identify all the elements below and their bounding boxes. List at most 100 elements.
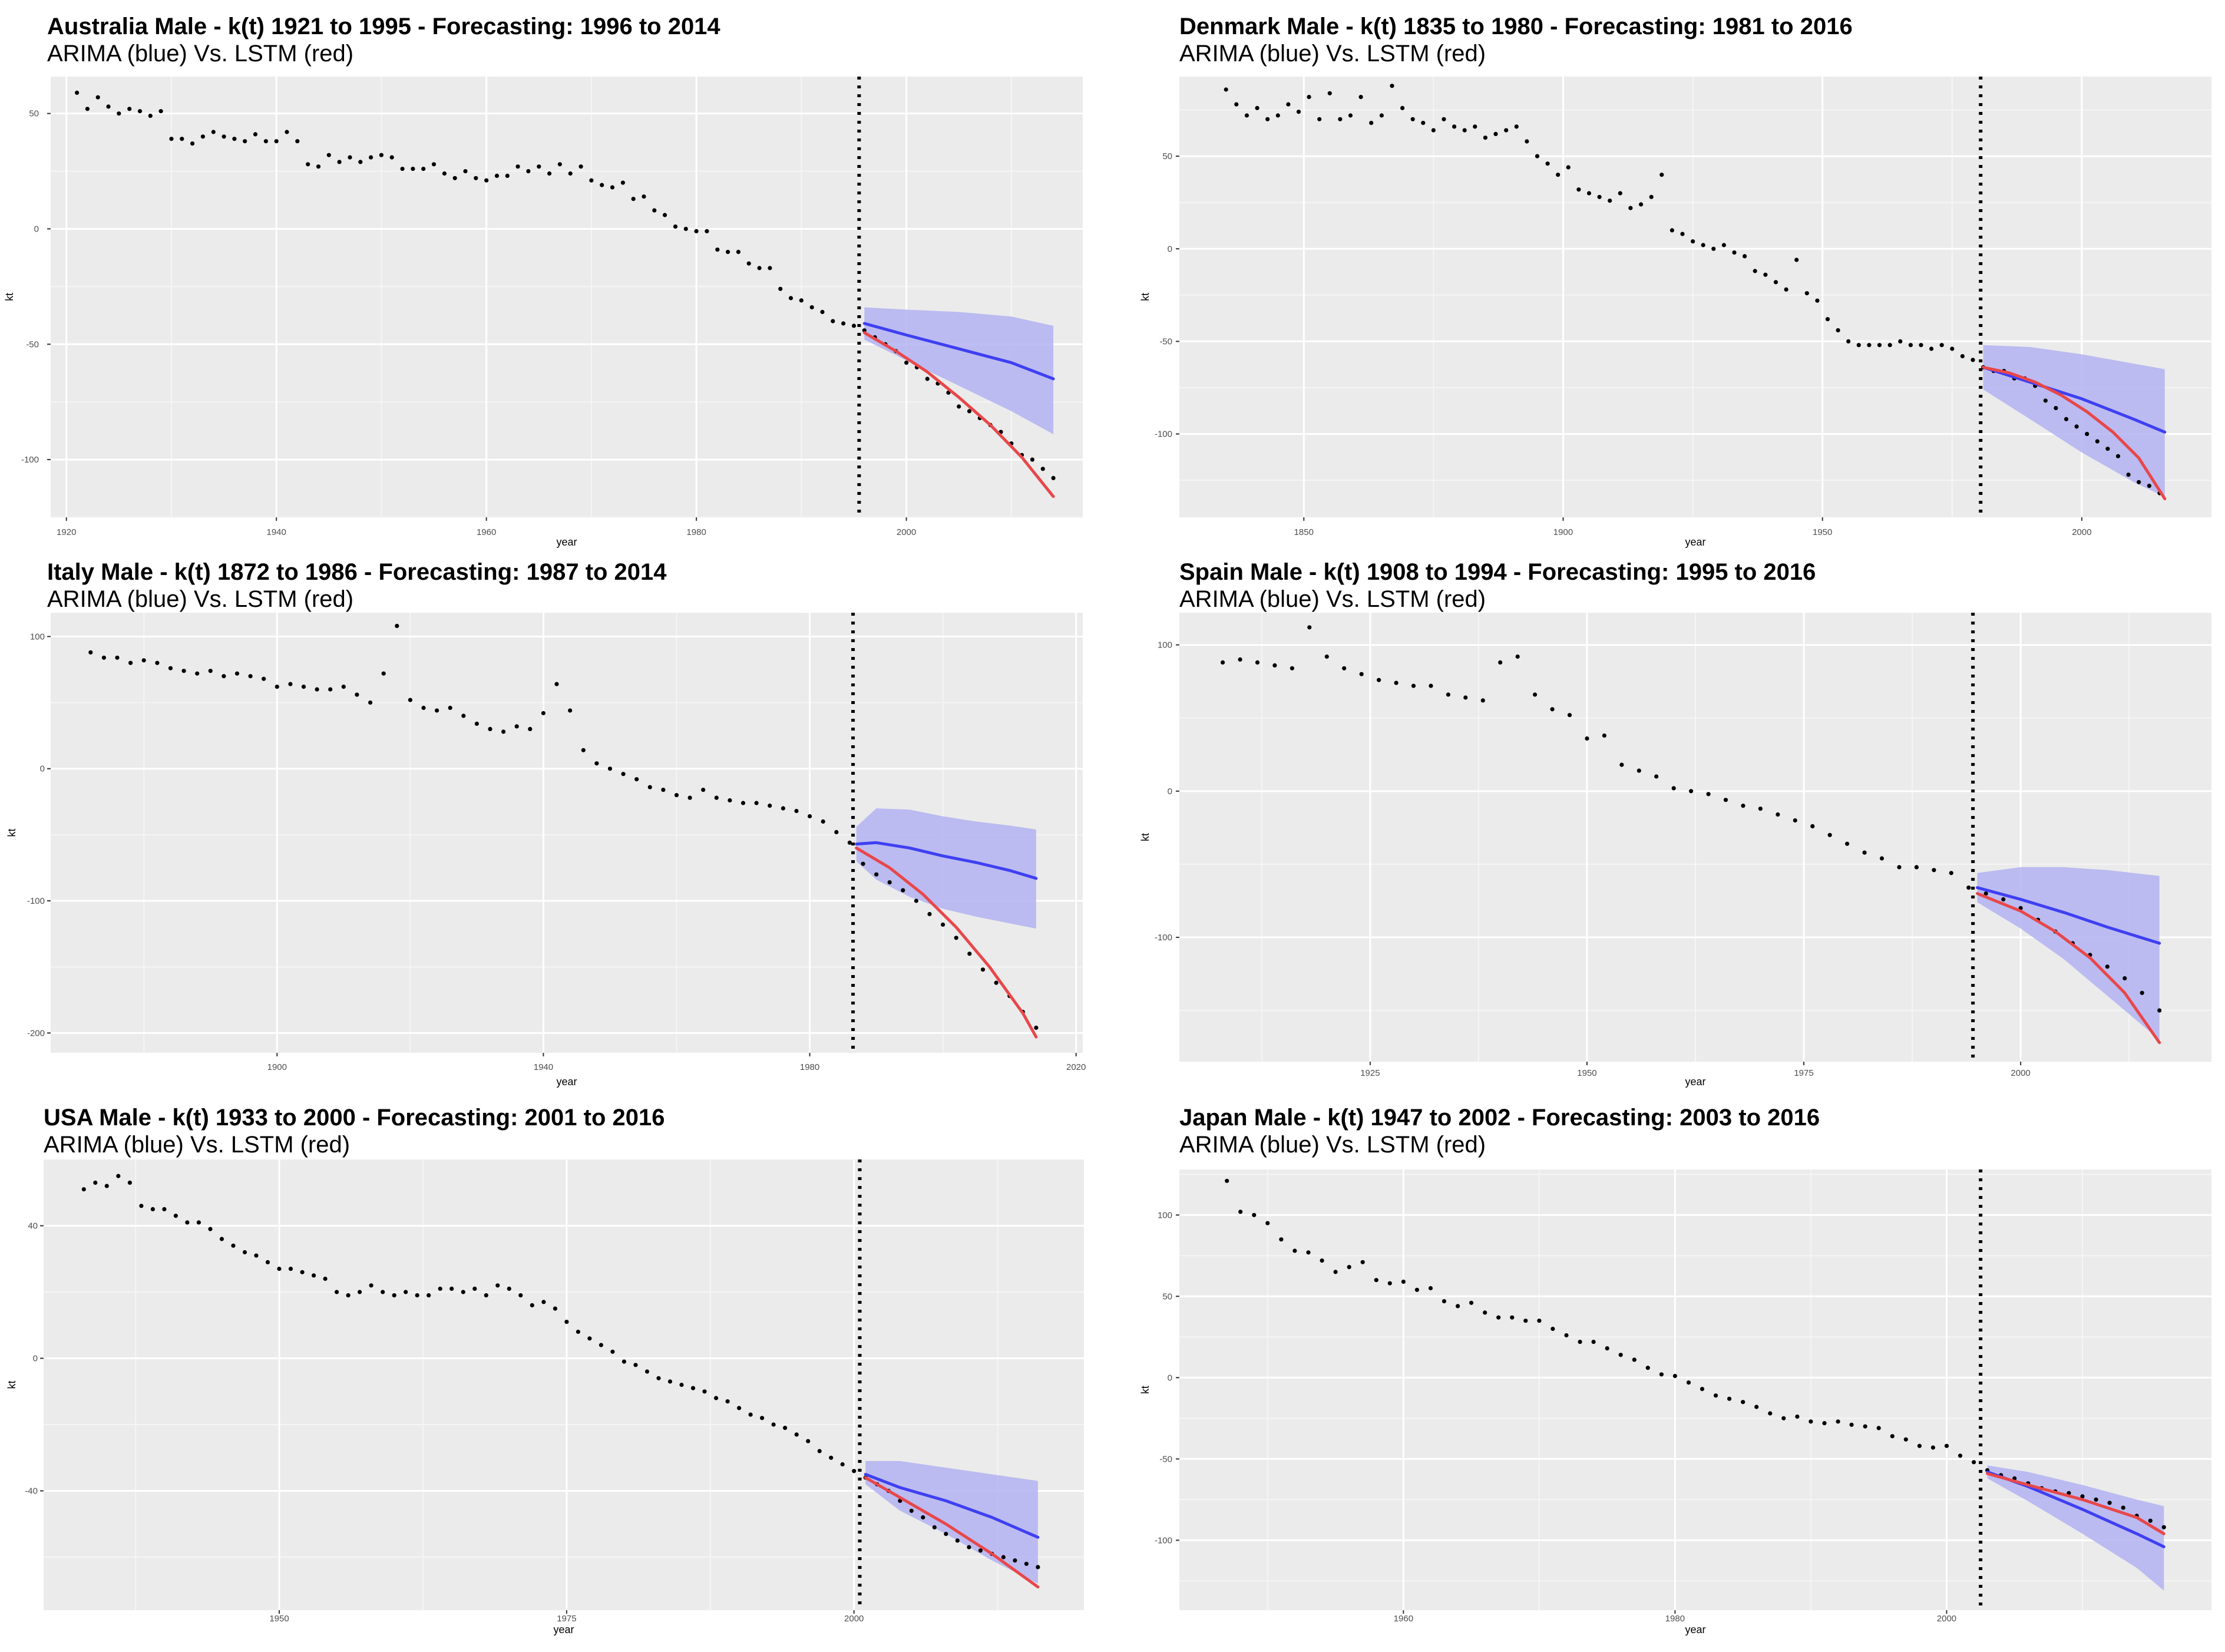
arima-forecast-line bbox=[1982, 365, 2167, 434]
plot-panel bbox=[44, 1159, 1084, 1610]
observed-point bbox=[1628, 206, 1633, 210]
observed-point bbox=[821, 819, 825, 824]
chart-subtitle: ARIMA (blue) Vs. LSTM (red) bbox=[1179, 41, 1486, 67]
observed-point bbox=[967, 1545, 971, 1549]
x-tick-label: 1960 bbox=[1394, 1614, 1413, 1624]
observed-point bbox=[288, 682, 293, 686]
observed-point bbox=[494, 173, 500, 178]
observed-point bbox=[1822, 1421, 1827, 1426]
observed-point bbox=[306, 162, 310, 167]
observed-point bbox=[1897, 865, 1902, 870]
observed-point bbox=[794, 1432, 799, 1437]
y-tick-label: -100 bbox=[1155, 1535, 1172, 1545]
observed-point bbox=[1347, 1265, 1351, 1270]
x-tick-label: 1900 bbox=[267, 1062, 287, 1072]
observed-point bbox=[263, 139, 268, 144]
observed-point bbox=[337, 160, 342, 164]
observed-point bbox=[1810, 824, 1815, 828]
observed-point bbox=[127, 1180, 132, 1185]
observed-point bbox=[389, 155, 394, 160]
observed-point bbox=[1292, 1248, 1297, 1253]
lstm-forecast-line bbox=[864, 1476, 1040, 1589]
observed-point bbox=[1898, 339, 1903, 344]
observed-point bbox=[180, 137, 184, 141]
arima-confidence-band bbox=[865, 1461, 1038, 1584]
observed-point bbox=[1234, 102, 1239, 107]
observed-point bbox=[1776, 812, 1780, 817]
chart-italy: Italy Male - k(t) 1872 to 1986 - Forecas… bbox=[6, 559, 1086, 1088]
observed-point bbox=[253, 132, 258, 137]
observed-point bbox=[547, 171, 552, 176]
x-tick-label: 1940 bbox=[267, 527, 286, 537]
observed-point bbox=[690, 1386, 696, 1390]
observed-point bbox=[295, 139, 300, 144]
observed-point bbox=[1051, 475, 1056, 481]
observed-point bbox=[799, 298, 804, 303]
lstm-forecast-line bbox=[862, 331, 1055, 498]
observed-point bbox=[1514, 124, 1519, 129]
y-tick-label: 50 bbox=[29, 109, 39, 119]
observed-point bbox=[794, 808, 799, 814]
observed-point bbox=[404, 1290, 408, 1294]
x-tick-label: 1975 bbox=[1794, 1068, 1813, 1078]
observed-point bbox=[967, 951, 972, 956]
observed-point bbox=[1815, 298, 1820, 303]
observed-point bbox=[1290, 666, 1294, 670]
chart-japan: Japan Male - k(t) 1947 to 2002 - Forecas… bbox=[1139, 1105, 2211, 1636]
observed-point bbox=[874, 872, 879, 877]
observed-point bbox=[661, 788, 666, 792]
observed-point bbox=[248, 674, 253, 679]
observed-point bbox=[1669, 228, 1674, 233]
observed-point bbox=[415, 1293, 419, 1298]
observed-point bbox=[1244, 113, 1249, 118]
observed-point bbox=[610, 1349, 615, 1354]
observed-point bbox=[1758, 807, 1763, 811]
observed-point bbox=[944, 1532, 948, 1537]
observed-point bbox=[158, 109, 163, 114]
observed-point bbox=[702, 1389, 707, 1394]
y-tick-label: -50 bbox=[26, 339, 39, 349]
observed-point bbox=[1265, 117, 1270, 121]
observed-point bbox=[358, 1290, 362, 1294]
observed-point bbox=[243, 139, 247, 144]
observed-point bbox=[1317, 117, 1322, 121]
arima-forecast-line bbox=[1976, 886, 2161, 945]
observed-point bbox=[1689, 789, 1694, 794]
observed-point bbox=[341, 685, 346, 689]
observed-point bbox=[315, 687, 319, 692]
observed-point bbox=[1654, 774, 1659, 779]
observed-point bbox=[95, 95, 100, 100]
y-tick-label: 50 bbox=[1162, 151, 1172, 161]
observed-point bbox=[644, 1369, 650, 1374]
observed-point bbox=[589, 178, 594, 183]
chart-title: Denmark Male - k(t) 1835 to 1980 - Forec… bbox=[1179, 14, 1853, 39]
observed-point bbox=[1930, 1445, 1935, 1450]
observed-point bbox=[127, 107, 132, 111]
observed-point bbox=[1564, 1333, 1569, 1338]
observed-point bbox=[1732, 250, 1737, 255]
observed-point bbox=[358, 160, 363, 164]
observed-point bbox=[221, 134, 226, 139]
observed-point bbox=[2147, 484, 2151, 488]
y-axis-title: kt bbox=[6, 1380, 18, 1389]
observed-point bbox=[1473, 124, 1477, 129]
lstm-forecast-line bbox=[1982, 365, 2167, 501]
observed-point bbox=[557, 162, 563, 167]
observed-point bbox=[541, 711, 546, 716]
observed-point bbox=[1483, 1310, 1487, 1315]
y-tick-label: -100 bbox=[27, 896, 45, 906]
observed-point bbox=[1275, 113, 1280, 118]
observed-point bbox=[1619, 762, 1624, 767]
observed-point bbox=[1556, 173, 1561, 177]
observed-point bbox=[1535, 154, 1540, 158]
observed-point bbox=[620, 180, 625, 185]
observed-point bbox=[714, 1396, 719, 1400]
observed-point bbox=[1410, 117, 1415, 121]
observed-point bbox=[1919, 343, 1923, 348]
y-tick-label: 0 bbox=[1168, 787, 1172, 797]
observed-point bbox=[1768, 1411, 1773, 1416]
observed-point bbox=[1890, 1434, 1895, 1439]
y-tick-label: -50 bbox=[1159, 336, 1172, 346]
y-tick-label: -40 bbox=[25, 1486, 38, 1496]
observed-point bbox=[553, 1306, 558, 1311]
